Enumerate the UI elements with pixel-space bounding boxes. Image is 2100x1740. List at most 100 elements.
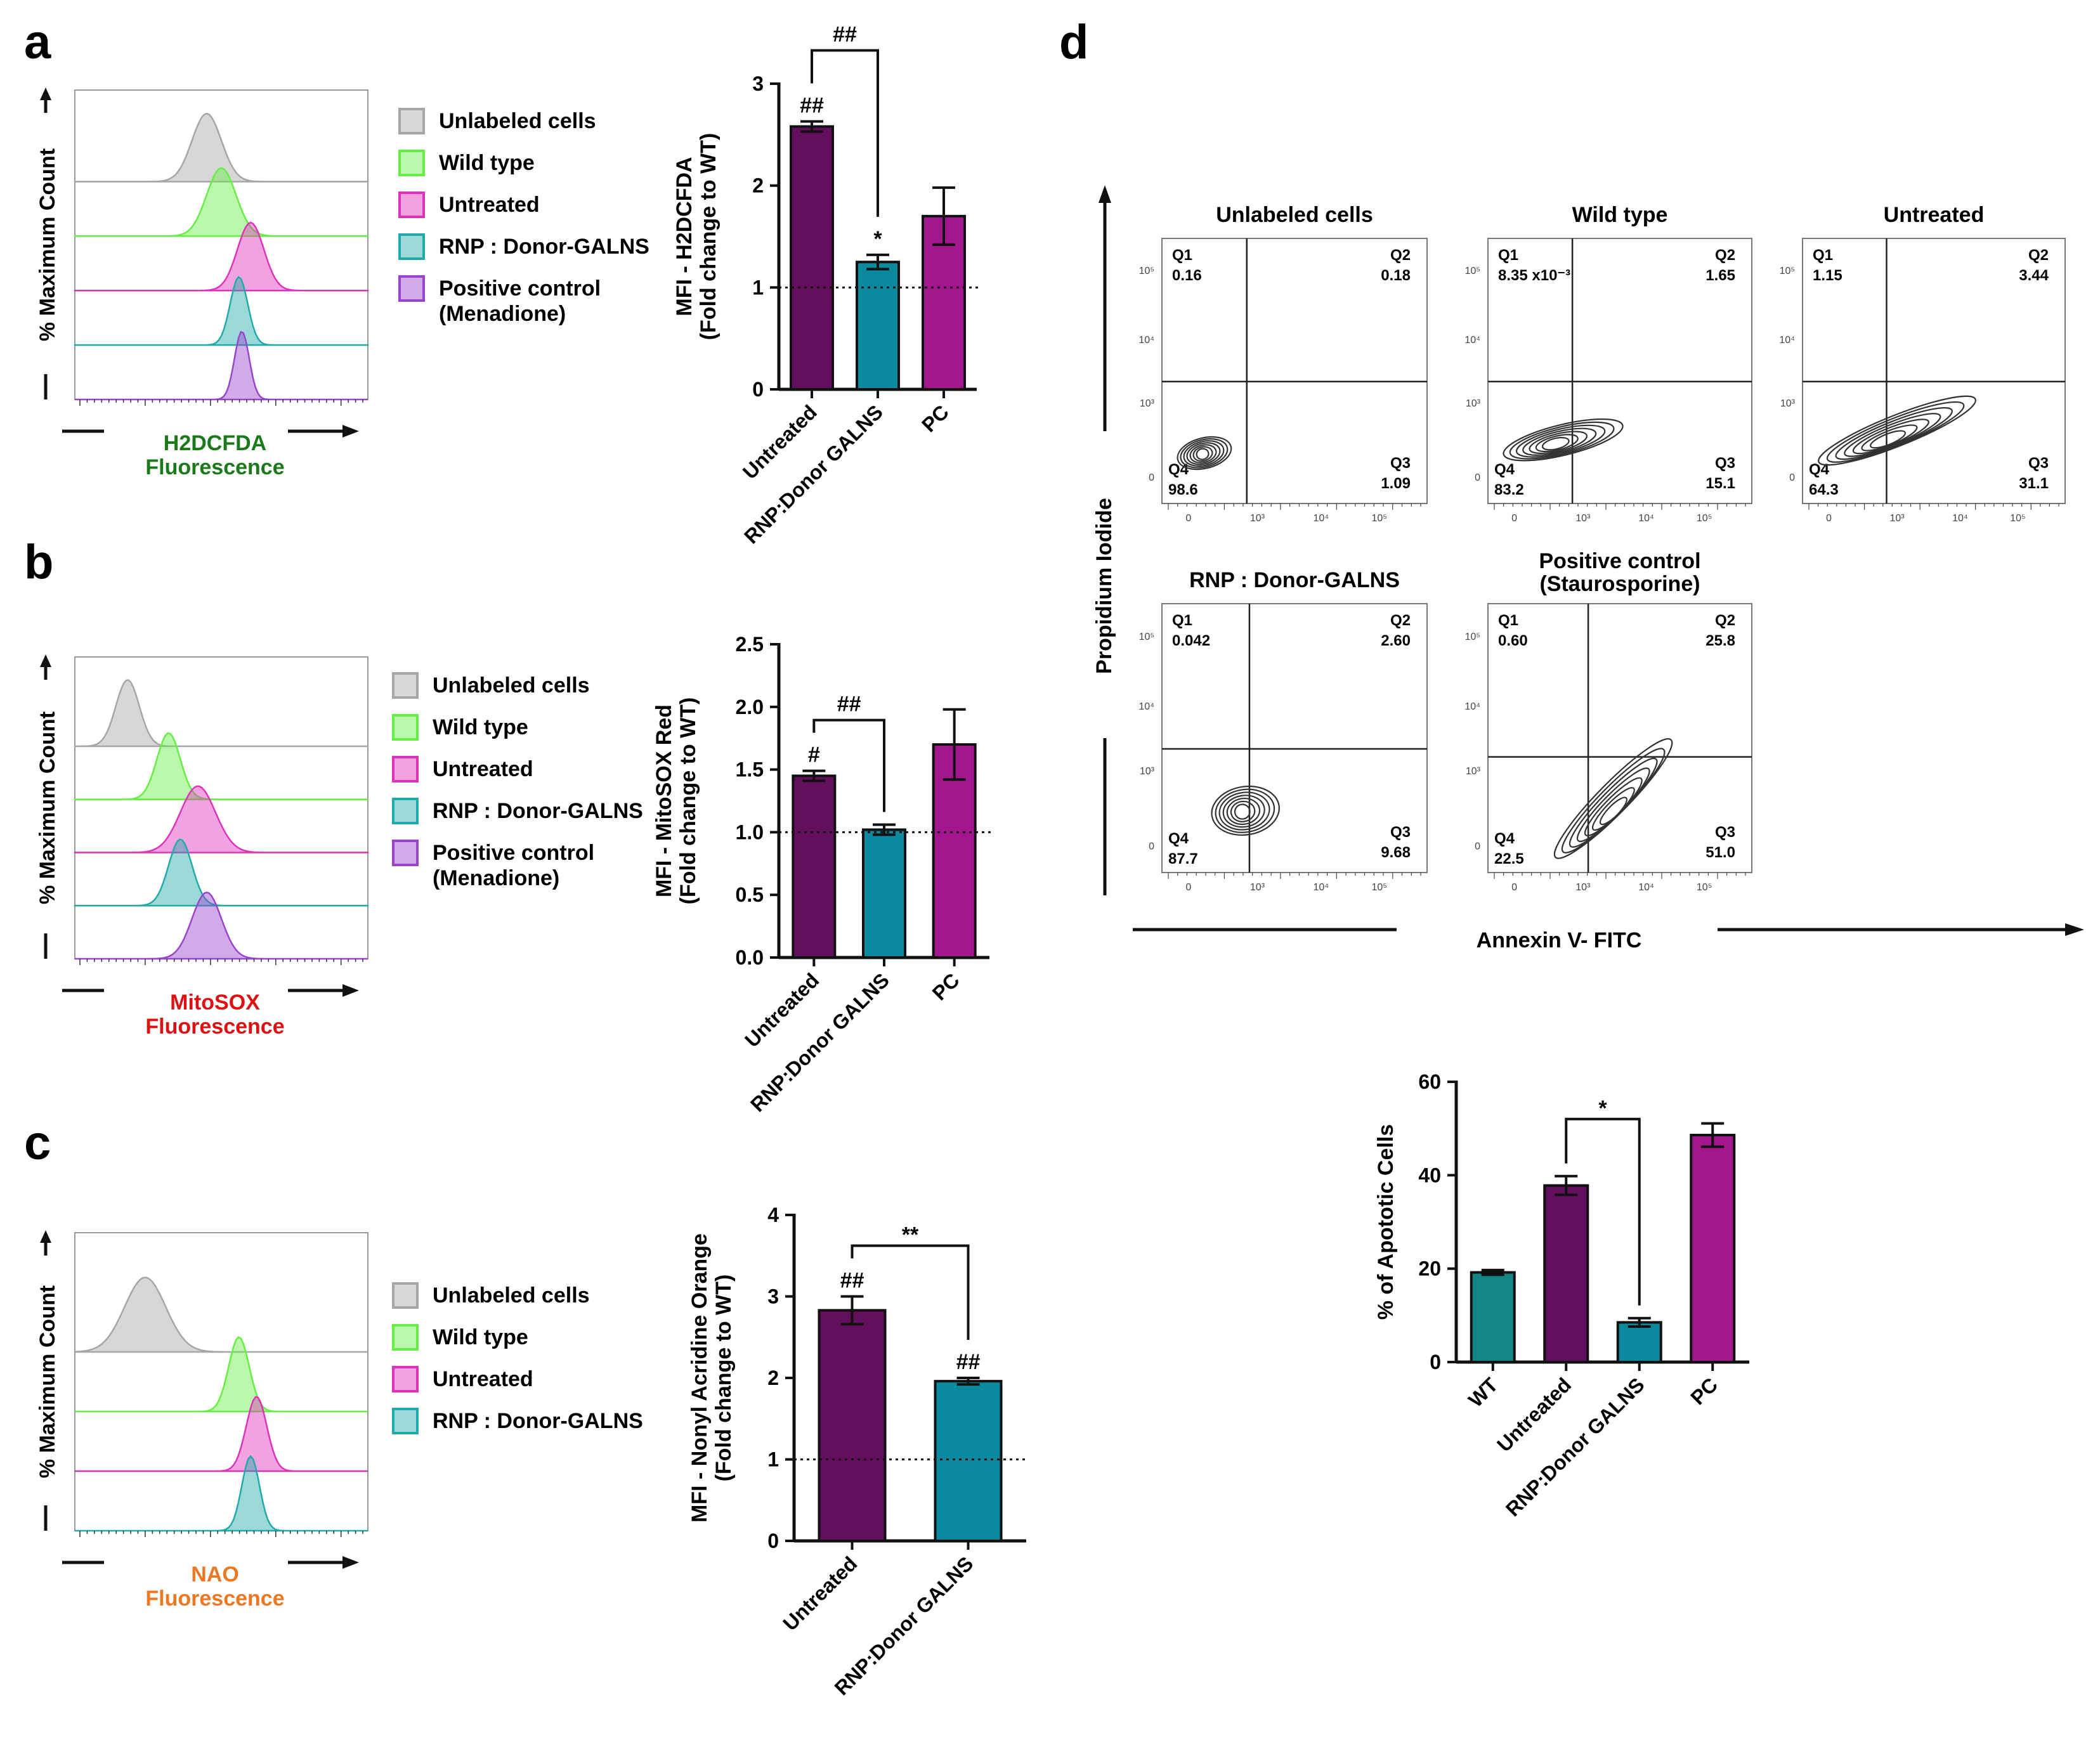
legend-label: Wild type xyxy=(433,1325,528,1349)
contour-line xyxy=(1826,401,1965,463)
contour-line xyxy=(1835,407,1953,460)
histogram-peak-unlabeled xyxy=(74,1276,368,1353)
contour-line xyxy=(1844,413,1941,457)
flow-x-tick-label: 10⁴ xyxy=(1952,513,1968,524)
flow-y-tick-label: 10³ xyxy=(1780,398,1796,409)
bar-1 xyxy=(856,261,900,391)
legend-label: RNP : Donor-GALNS xyxy=(433,799,643,823)
quadrant-value: 15.1 xyxy=(1705,475,1735,492)
y-tick-label: 1.5 xyxy=(736,758,764,781)
y-tick-label: 4 xyxy=(767,1204,779,1226)
panel-label-c: c xyxy=(24,1116,51,1170)
flow-y-tick-label: 0 xyxy=(1789,472,1795,483)
quadrant-label: Q2 xyxy=(1390,612,1411,629)
quadrant-value: 1.15 xyxy=(1813,267,1842,284)
legend-swatch-wild_type xyxy=(398,150,425,176)
quadrant-value: 51.0 xyxy=(1705,844,1735,861)
bracket-label: ## xyxy=(833,22,857,46)
significance-mark: ## xyxy=(800,93,824,117)
x-tick-label: PC xyxy=(917,400,953,436)
contour-line xyxy=(1515,424,1606,458)
flow-x-tick-label: 10⁵ xyxy=(1697,882,1712,893)
flow-x-tick-label: 0 xyxy=(1185,882,1191,893)
bar-0 xyxy=(1470,1271,1516,1364)
flow-frame xyxy=(1487,238,1752,504)
quadrant-value: 2.60 xyxy=(1381,632,1411,649)
quadrant-label: Q1 xyxy=(1498,612,1518,629)
flow-cytometry-panel: Unlabeled cells Q1 0.16 Q2 0.18 Q3 1.09 Q4 98.6 0… xyxy=(1092,185,2084,952)
x-axis-arrow-head xyxy=(342,425,359,438)
y-tick-label: 0 xyxy=(1430,1351,1441,1373)
flow-x-tick-label: 10³ xyxy=(1575,882,1591,893)
bar-2 xyxy=(1616,1321,1662,1363)
flow-y-tick-label: 0 xyxy=(1149,472,1154,483)
flow-y-tick-label: 10³ xyxy=(1140,398,1155,409)
flow-x-tick-label: 10⁵ xyxy=(1372,882,1387,893)
histogram-peak-rnp xyxy=(74,276,369,346)
contour-line xyxy=(1818,395,1976,466)
quadrant-label: Q3 xyxy=(1715,455,1735,472)
flow-x-tick-label: 10³ xyxy=(1575,513,1591,524)
bar-1 xyxy=(1543,1184,1589,1364)
bar-ylabel-line2: (Fold change to WT) xyxy=(712,1275,736,1482)
flow-x-tick-label: 10⁴ xyxy=(1638,513,1654,524)
contour-line xyxy=(1186,442,1221,465)
flow-title: Unlabeled cells xyxy=(1216,203,1373,227)
bar-0 xyxy=(792,774,837,959)
significance-mark: # xyxy=(808,743,820,767)
quadrant-value: 1.09 xyxy=(1381,475,1411,492)
flow-x-tick-label: 10⁵ xyxy=(1697,513,1712,524)
histogram-peak-untreated xyxy=(74,221,369,292)
quadrant-value: 22.5 xyxy=(1494,850,1524,867)
bar-0 xyxy=(818,1309,887,1542)
bracket-label: ## xyxy=(837,692,861,717)
y-tick-label: 1.0 xyxy=(736,821,764,843)
bar-3 xyxy=(1690,1133,1736,1363)
bracket-label: * xyxy=(1598,1096,1607,1120)
quadrant-label: Q4 xyxy=(1494,830,1515,847)
y-tick-label: 3 xyxy=(767,1285,779,1308)
bar-ylabel-line1: MFI - Nonyl Acridine Orange xyxy=(688,1233,712,1522)
quadrant-label: Q2 xyxy=(1390,247,1411,264)
legend-label: Unlabeled cells xyxy=(433,673,590,698)
significance-mark: ## xyxy=(840,1269,864,1293)
contour-line xyxy=(1215,788,1275,833)
histogram-frame xyxy=(74,89,368,400)
flow-x-tick-label: 10³ xyxy=(1250,513,1265,524)
contour-line xyxy=(1599,796,1627,826)
y-tick-label: 0 xyxy=(752,378,764,401)
histogram-peak-wild_type xyxy=(74,732,369,800)
histogram-xlabel-line2: Fluorescence xyxy=(145,1587,284,1611)
quadrant-value: 31.1 xyxy=(2019,475,2049,492)
legend-label: Untreated xyxy=(439,193,540,217)
histogram-peak-rnp xyxy=(75,1455,368,1532)
y-tick-label: 2 xyxy=(767,1367,779,1389)
x-tick-label: RNP:Donor GALNS xyxy=(1501,1373,1649,1521)
flow-plot: RNP : Donor-GALNS Q1 0.042 Q2 2.60 Q3 9.68 Q4 87… xyxy=(1138,568,1428,893)
contour-line xyxy=(1509,421,1615,460)
histogram-peak-wild_type xyxy=(75,1336,368,1413)
flow-y-tick-label: 0 xyxy=(1475,841,1480,852)
legend-label: Untreated xyxy=(433,757,533,781)
contour-line xyxy=(1192,446,1213,462)
contour-line xyxy=(1576,767,1650,842)
contour-line xyxy=(1503,418,1624,462)
significance-bracket xyxy=(811,49,879,217)
y-axis-arrow-head xyxy=(40,88,51,100)
quadrant-label: Q1 xyxy=(1172,247,1192,264)
flow-x-tick-label: 10⁴ xyxy=(1313,882,1329,893)
flow-title: Wild type xyxy=(1572,203,1668,227)
bar-chart-c: 0 1 2 3 4 MFI - Nonyl Acridine Orange (Fold ch… xyxy=(688,1204,1029,1699)
contour-line xyxy=(1218,791,1270,831)
bar-0 xyxy=(790,125,834,391)
flow-y-tick-label: 0 xyxy=(1475,472,1480,483)
flow-plot: Untreated Q1 1.15 Q2 3.44 Q3 31.1 Q4 64.3 0 10³ 10⁴… xyxy=(1779,203,2066,524)
quadrant-value: 0.042 xyxy=(1172,632,1210,649)
contour-line xyxy=(1226,797,1261,826)
histogram-peak-wild_type xyxy=(74,167,369,237)
histogram-peak-positive_control xyxy=(75,891,368,960)
histogram-peak-positive_control xyxy=(75,331,368,401)
quadrant-label: Q4 xyxy=(1168,461,1189,478)
flow-x-tick-label: 10⁵ xyxy=(1372,513,1387,524)
